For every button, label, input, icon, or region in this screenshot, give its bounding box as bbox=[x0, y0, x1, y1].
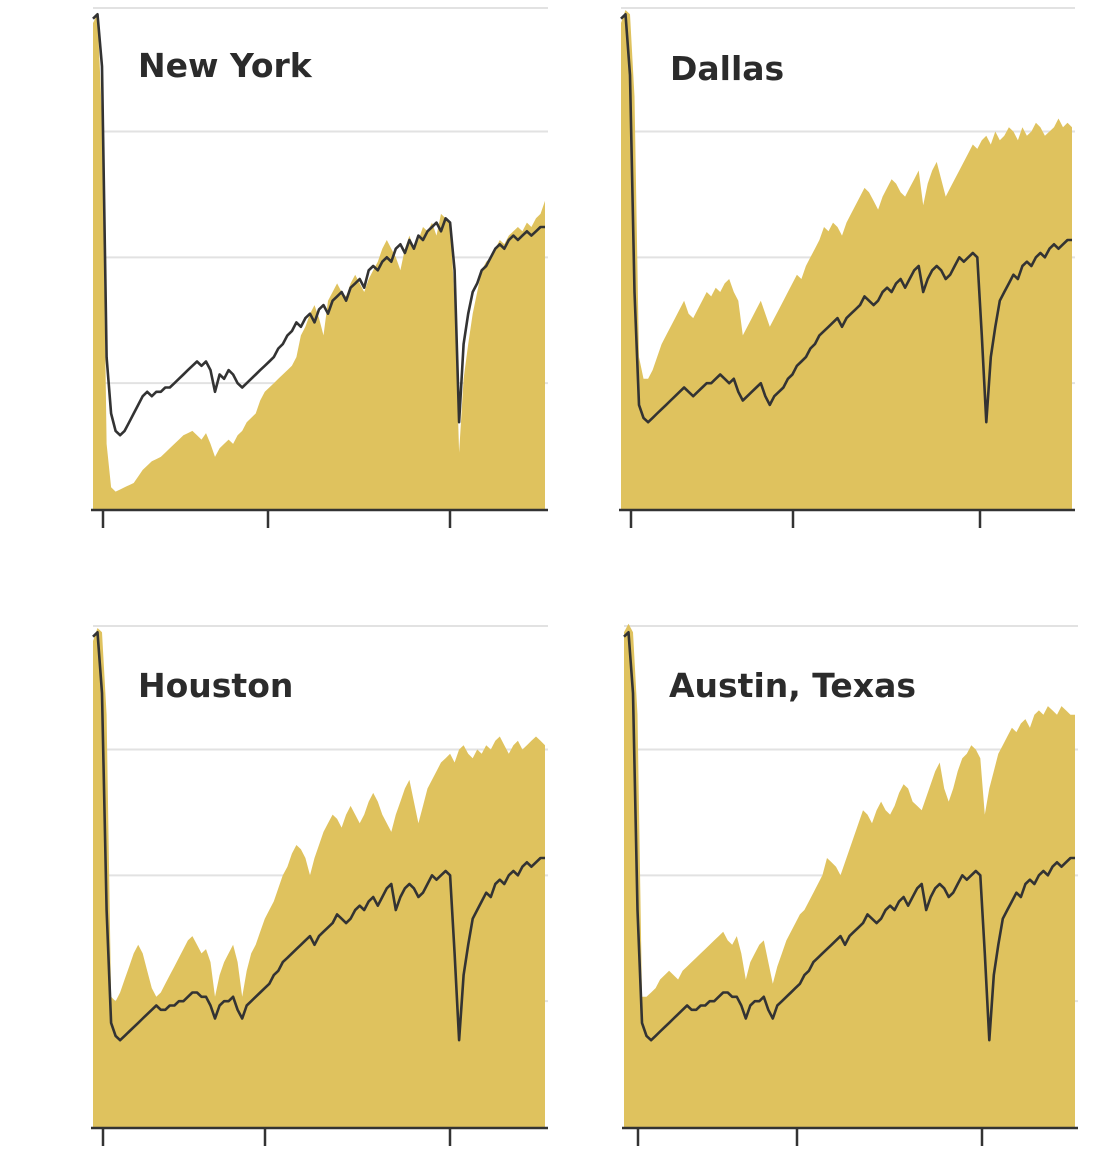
line-series bbox=[92, 13, 545, 437]
area-series bbox=[93, 628, 545, 1127]
panel-title: New York bbox=[138, 46, 313, 85]
line-series bbox=[92, 631, 545, 1042]
panel-title: Dallas bbox=[670, 49, 784, 88]
panel-title: Houston bbox=[138, 666, 293, 705]
line-series bbox=[623, 631, 1075, 1042]
chart-panel-3: Austin, Texas bbox=[622, 623, 1078, 1146]
area-series bbox=[624, 623, 1075, 1127]
panel-title: Austin, Texas bbox=[669, 666, 916, 705]
chart-panel-0: New York bbox=[91, 7, 548, 528]
line-series bbox=[620, 13, 1072, 424]
area-series bbox=[93, 14, 545, 510]
chart-panel-1: Dallas bbox=[619, 7, 1075, 528]
area-series bbox=[621, 10, 1072, 509]
chart-panel-2: Houston bbox=[91, 625, 548, 1146]
